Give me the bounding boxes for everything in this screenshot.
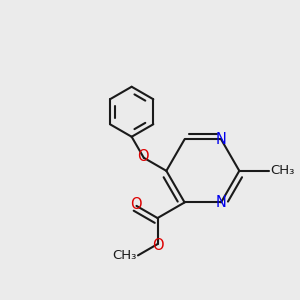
Text: O: O bbox=[152, 238, 163, 253]
Text: O: O bbox=[137, 149, 148, 164]
Text: N: N bbox=[216, 195, 226, 210]
Text: O: O bbox=[130, 197, 142, 212]
Text: CH₃: CH₃ bbox=[112, 249, 137, 262]
Text: CH₃: CH₃ bbox=[270, 164, 295, 177]
Text: N: N bbox=[216, 132, 226, 147]
